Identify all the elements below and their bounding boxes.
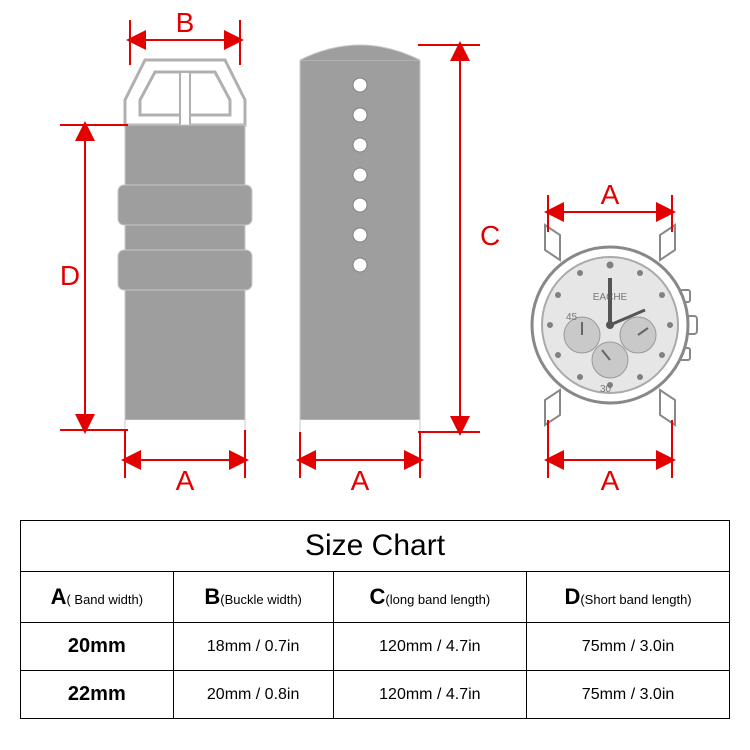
cell-c: 120mm / 4.7in [333,671,526,719]
col-C: C(long band length) [333,572,526,623]
col-B: B(Buckle width) [173,572,333,623]
watch: EACHE 45 30 [532,225,697,425]
label-A1: A [176,465,195,496]
label-A4: A [601,465,620,496]
cell-d: 75mm / 3.0in [527,671,730,719]
label-C: C [480,220,500,251]
label-A2: A [351,465,370,496]
watch-n45: 45 [566,312,578,323]
chart-title: Size Chart [20,520,730,571]
cell-b: 18mm / 0.7in [173,623,333,671]
table-row: 22mm 20mm / 0.8in 120mm / 4.7in 75mm / 3… [21,671,730,719]
cell-c: 120mm / 4.7in [333,623,526,671]
table-row: 20mm 18mm / 0.7in 120mm / 4.7in 75mm / 3… [21,623,730,671]
size-chart: Size Chart A( Band width) B(Buckle width… [20,520,730,719]
dim-C [418,45,480,432]
label-A3: A [601,179,620,210]
cell-b: 20mm / 0.8in [173,671,333,719]
table-header-row: A( Band width) B(Buckle width) C(long ba… [21,572,730,623]
measurement-diagram: B D A [0,0,750,520]
long-band [300,45,420,440]
cell-a: 22mm [21,671,174,719]
watch-n30: 30 [600,384,612,395]
col-A: A( Band width) [21,572,174,623]
cell-a: 20mm [21,623,174,671]
col-D: D(Short band length) [527,572,730,623]
cell-d: 75mm / 3.0in [527,623,730,671]
label-B: B [176,7,195,38]
short-band [118,60,252,440]
label-D: D [60,260,80,291]
size-table: A( Band width) B(Buckle width) C(long ba… [20,571,730,719]
